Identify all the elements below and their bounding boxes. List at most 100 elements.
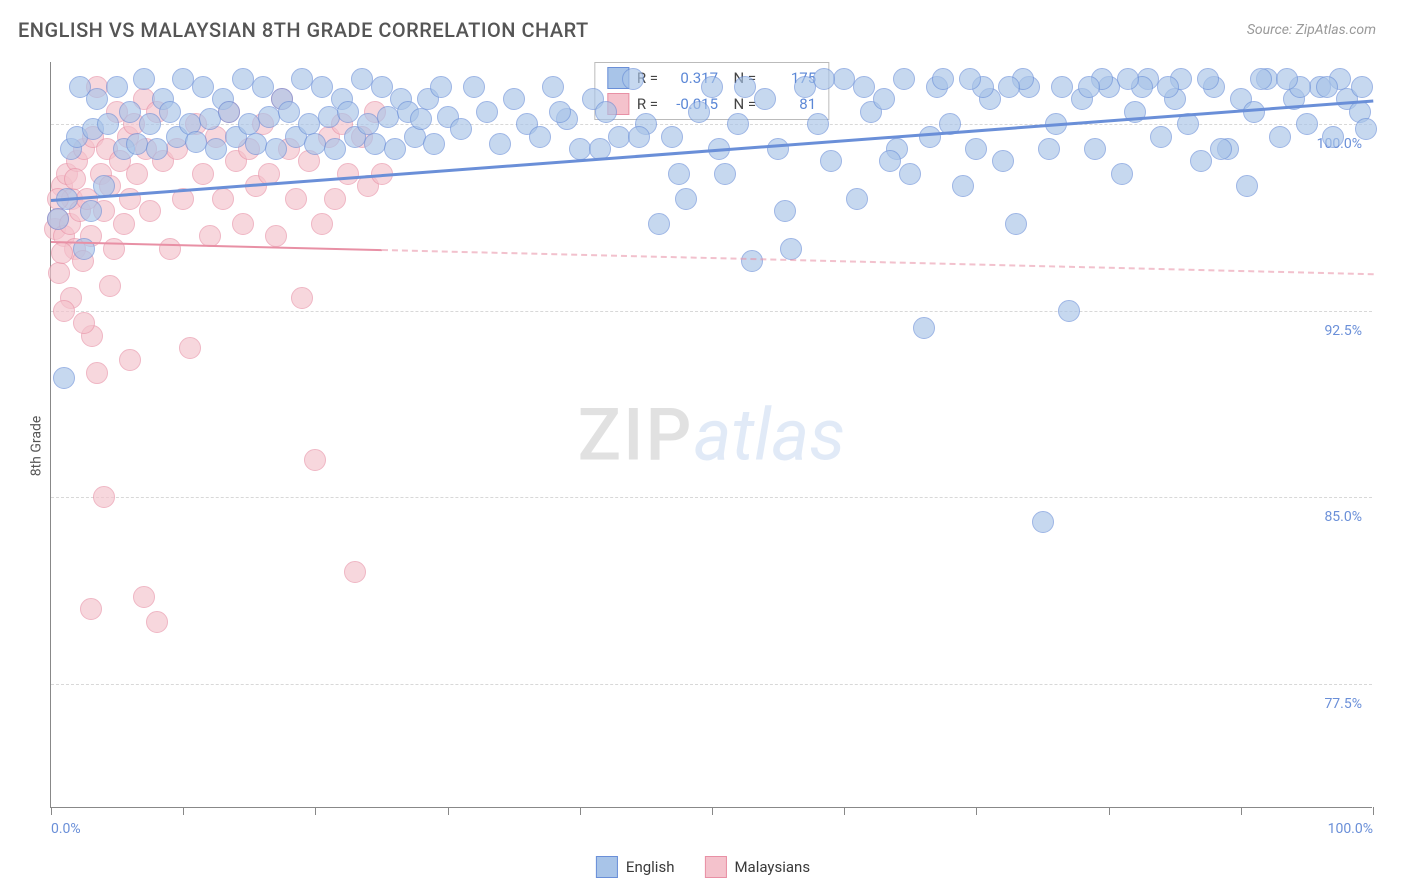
x-tick xyxy=(844,807,845,815)
english-point xyxy=(1058,300,1080,322)
watermark: ZIPatlas xyxy=(578,392,846,477)
english-point xyxy=(734,76,756,98)
english-point xyxy=(820,150,842,172)
x-tick xyxy=(51,807,52,815)
malaysians-point xyxy=(212,188,234,210)
english-point xyxy=(913,317,935,339)
english-label: English xyxy=(626,858,675,876)
source-attribution: Source: ZipAtlas.com xyxy=(1247,22,1376,38)
english-point xyxy=(337,101,359,123)
english-point xyxy=(714,163,736,185)
malaysians-point xyxy=(93,486,115,508)
malaysians-point xyxy=(311,213,333,235)
english-point xyxy=(1322,126,1344,148)
english-point xyxy=(767,138,789,160)
english-point xyxy=(252,76,274,98)
x-tick xyxy=(580,807,581,815)
english-swatch-icon xyxy=(596,856,618,878)
english-point xyxy=(893,68,915,90)
malaysians-point xyxy=(232,213,254,235)
english-point xyxy=(846,188,868,210)
malaysians-point xyxy=(73,312,95,334)
english-point xyxy=(1032,511,1054,533)
x-tick xyxy=(1373,807,1374,815)
english-point xyxy=(119,101,141,123)
english-point xyxy=(139,113,161,135)
malaysians-point xyxy=(291,287,313,309)
malaysians-point xyxy=(113,213,135,235)
english-point xyxy=(245,133,267,155)
english-point xyxy=(1190,150,1212,172)
malaysians-point xyxy=(51,242,73,264)
english-point xyxy=(80,200,102,222)
english-point xyxy=(1150,126,1172,148)
english-point xyxy=(899,163,921,185)
english-point xyxy=(952,175,974,197)
english-point xyxy=(1111,163,1133,185)
english-point xyxy=(489,133,511,155)
english-point xyxy=(648,213,670,235)
series-legend: English Malaysians xyxy=(596,856,810,878)
malaysians-point xyxy=(139,200,161,222)
english-point xyxy=(192,76,214,98)
english-point xyxy=(232,68,254,90)
english-point xyxy=(932,68,954,90)
english-point xyxy=(364,133,386,155)
n-label: N = xyxy=(726,95,756,113)
english-point xyxy=(794,76,816,98)
malaysians-point xyxy=(99,275,121,297)
english-point xyxy=(675,188,697,210)
malaysians-trendline xyxy=(381,249,1373,275)
english-point xyxy=(450,118,472,140)
malaysians-point xyxy=(304,449,326,471)
english-point xyxy=(265,138,287,160)
chart-frame: ENGLISH VS MALAYSIAN 8TH GRADE CORRELATI… xyxy=(0,0,1406,892)
english-point xyxy=(661,126,683,148)
y-axis-label: 8th Grade xyxy=(28,416,44,477)
english-point xyxy=(1117,68,1139,90)
english-point xyxy=(1005,213,1027,235)
english-point xyxy=(304,133,326,155)
x-tick xyxy=(712,807,713,815)
english-point xyxy=(774,200,796,222)
legend-item-malaysians: Malaysians xyxy=(704,856,810,878)
english-point xyxy=(542,76,564,98)
english-point xyxy=(133,68,155,90)
english-point xyxy=(463,76,485,98)
english-point xyxy=(727,113,749,135)
english-point xyxy=(549,101,571,123)
english-point xyxy=(608,126,630,148)
malaysians-point xyxy=(133,586,155,608)
english-point xyxy=(53,367,75,389)
gridline xyxy=(51,311,1372,312)
gridline xyxy=(51,497,1372,498)
english-point xyxy=(1078,76,1100,98)
english-point xyxy=(992,150,1014,172)
english-point xyxy=(1250,68,1272,90)
malaysians-point xyxy=(64,168,86,190)
english-point xyxy=(965,138,987,160)
malaysians-point xyxy=(48,262,70,284)
english-point xyxy=(1210,138,1232,160)
english-point xyxy=(569,138,591,160)
english-point xyxy=(668,163,690,185)
malaysians-point xyxy=(53,300,75,322)
english-point xyxy=(1197,68,1219,90)
english-point xyxy=(853,76,875,98)
english-point xyxy=(1084,138,1106,160)
malaysians-point xyxy=(344,561,366,583)
english-point xyxy=(1236,175,1258,197)
english-point xyxy=(595,101,617,123)
english-point xyxy=(351,68,373,90)
english-point xyxy=(701,76,723,98)
english-point xyxy=(754,88,776,110)
english-point xyxy=(1276,68,1298,90)
english-point xyxy=(688,101,710,123)
english-point xyxy=(1157,76,1179,98)
english-point xyxy=(998,76,1020,98)
english-point xyxy=(205,138,227,160)
x-tick xyxy=(448,807,449,815)
english-point xyxy=(371,76,393,98)
english-point xyxy=(503,88,525,110)
english-point xyxy=(291,68,313,90)
